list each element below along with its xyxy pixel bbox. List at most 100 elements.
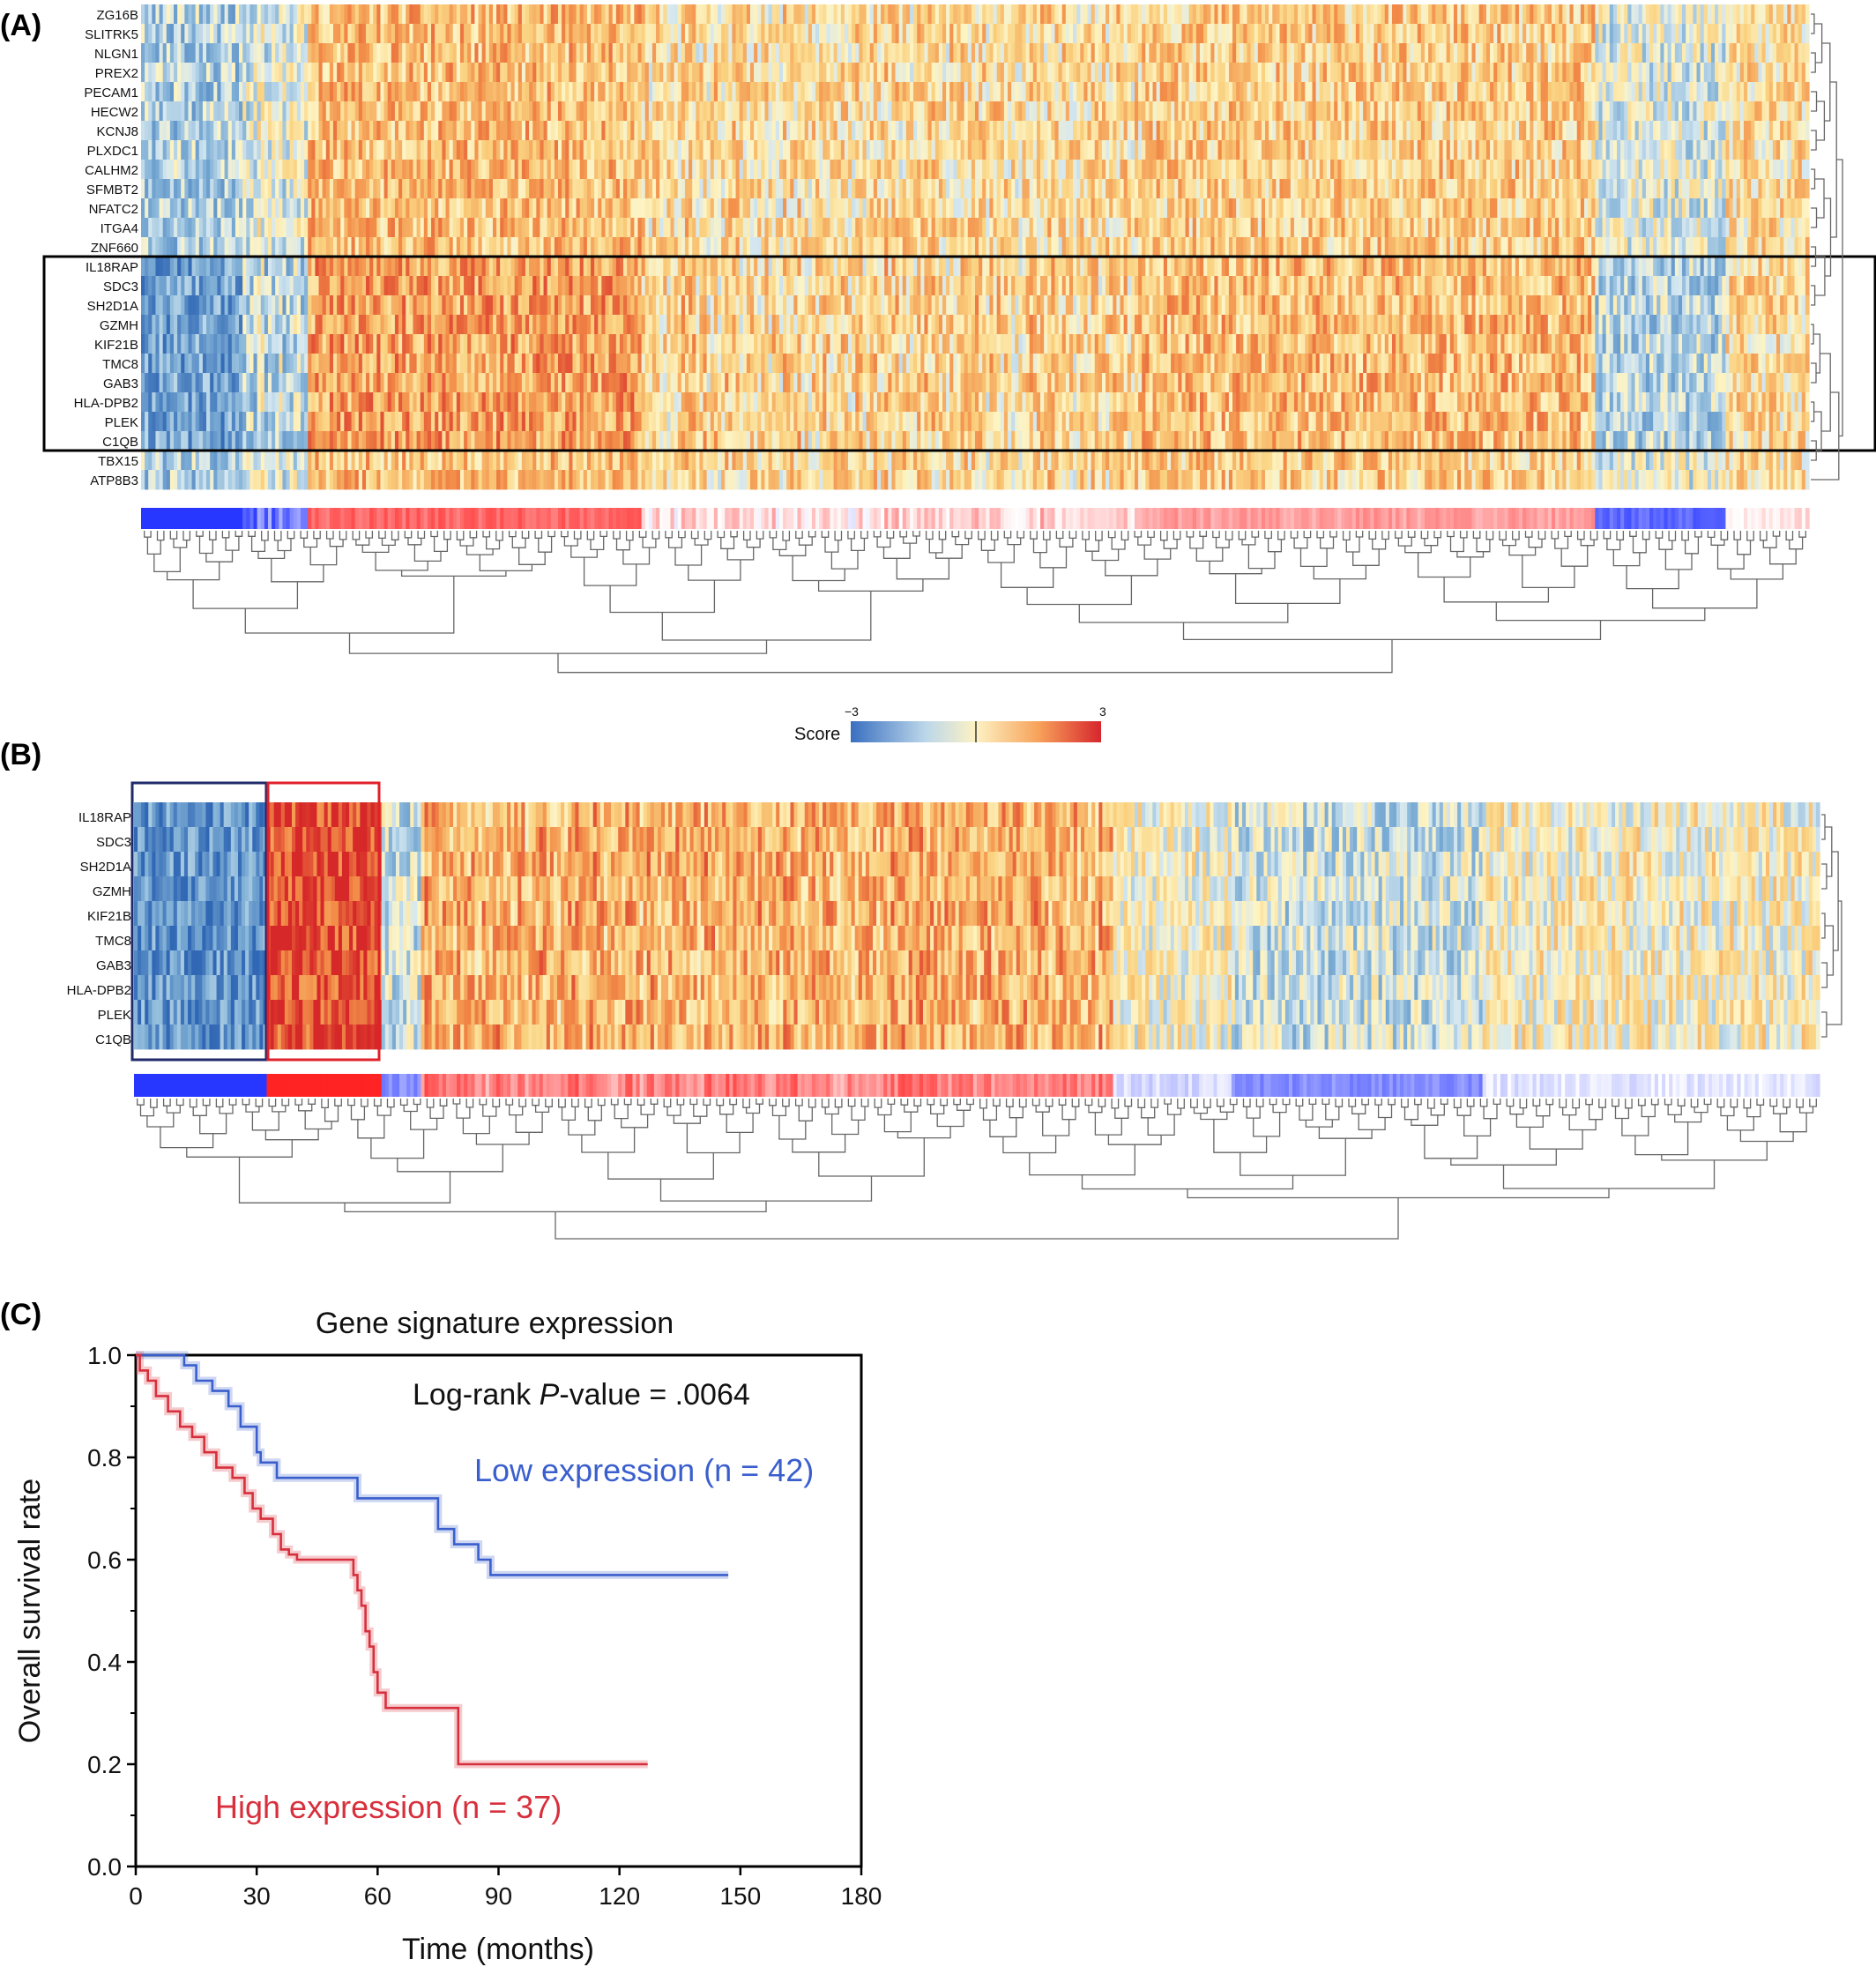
heatmap-cell bbox=[1123, 63, 1128, 83]
heatmap-cell bbox=[456, 63, 461, 83]
heatmap-cell bbox=[1475, 24, 1480, 44]
heatmap-cell bbox=[859, 82, 864, 102]
heatmap-cell bbox=[1015, 179, 1019, 199]
heatmap-cell bbox=[1134, 198, 1139, 219]
heatmap-cell bbox=[1682, 160, 1686, 180]
heatmap-cell bbox=[246, 43, 250, 63]
heatmap-cell bbox=[1420, 179, 1426, 199]
heatmap-cell bbox=[1054, 24, 1060, 44]
heatmap-cell bbox=[1642, 82, 1647, 102]
heatmap-cell bbox=[630, 24, 635, 44]
heatmap-cell bbox=[1569, 160, 1574, 180]
heatmap-cell bbox=[1682, 43, 1686, 63]
heatmap-cell bbox=[1490, 101, 1494, 122]
heatmap-cell bbox=[1091, 179, 1096, 199]
heatmap-cell bbox=[1312, 82, 1317, 102]
heatmap-cell bbox=[742, 179, 748, 199]
heatmap-cell bbox=[1163, 121, 1168, 141]
heatmap-cell bbox=[304, 179, 309, 199]
heatmap-cell bbox=[967, 82, 972, 102]
heatmap-cell bbox=[1725, 160, 1731, 180]
heatmap-cell bbox=[1595, 82, 1600, 102]
heatmap-cell bbox=[1725, 101, 1731, 122]
heatmap-cell bbox=[543, 121, 548, 141]
heatmap-cell bbox=[1428, 4, 1433, 25]
heatmap-cell bbox=[1319, 82, 1324, 102]
heatmap-cell bbox=[1265, 82, 1269, 102]
heatmap-cell bbox=[427, 121, 432, 141]
heatmap-cell bbox=[837, 63, 842, 83]
heatmap-cell bbox=[525, 24, 530, 44]
heatmap-cell bbox=[1130, 24, 1135, 44]
heatmap-cell bbox=[1290, 121, 1295, 141]
heatmap-cell bbox=[739, 82, 744, 102]
heatmap-cell bbox=[1344, 101, 1350, 122]
heatmap-cell bbox=[1076, 101, 1081, 122]
heatmap-cell bbox=[322, 121, 327, 141]
heatmap-cell bbox=[659, 101, 664, 122]
heatmap-cell bbox=[569, 43, 574, 63]
heatmap-cell bbox=[159, 140, 164, 160]
heatmap-cell bbox=[308, 24, 312, 44]
heatmap-cell bbox=[1569, 63, 1574, 83]
heatmap-cell bbox=[1761, 24, 1767, 44]
heatmap-cell bbox=[1725, 82, 1731, 102]
heatmap-cell bbox=[406, 160, 410, 180]
heatmap-cell bbox=[311, 24, 316, 44]
heatmap-cell bbox=[1091, 198, 1096, 219]
heatmap-cell bbox=[569, 198, 574, 219]
heatmap-cell bbox=[1243, 24, 1248, 44]
heatmap-cell bbox=[754, 179, 758, 199]
heatmap-cell bbox=[579, 24, 584, 44]
heatmap-cell bbox=[558, 63, 562, 83]
heatmap-cell bbox=[1370, 160, 1375, 180]
heatmap-cell bbox=[521, 82, 526, 102]
heatmap-cell bbox=[1715, 160, 1719, 180]
heatmap-cell bbox=[696, 82, 701, 102]
heatmap-cell bbox=[1087, 82, 1092, 102]
heatmap-cell bbox=[1355, 82, 1360, 102]
heatmap-cell bbox=[855, 101, 860, 122]
heatmap-cell bbox=[373, 24, 377, 44]
heatmap-cell bbox=[1319, 63, 1324, 83]
heatmap-cell bbox=[913, 121, 918, 141]
heatmap-cell bbox=[351, 198, 356, 219]
heatmap-cell bbox=[1515, 63, 1520, 83]
heatmap-cell bbox=[239, 198, 243, 219]
heatmap-cell bbox=[797, 121, 802, 141]
heatmap-cell bbox=[876, 63, 882, 83]
heatmap-cell bbox=[934, 4, 940, 25]
heatmap-cell bbox=[623, 63, 628, 83]
heatmap-cell bbox=[677, 121, 682, 141]
heatmap-cell bbox=[550, 63, 555, 83]
heatmap-cell bbox=[1700, 24, 1705, 44]
heatmap-cell bbox=[869, 63, 875, 83]
heatmap-cell bbox=[1547, 43, 1552, 63]
heatmap-cell bbox=[742, 63, 748, 83]
heatmap-cell bbox=[855, 140, 860, 160]
heatmap-cell bbox=[1482, 121, 1487, 141]
heatmap-cell bbox=[1569, 179, 1574, 199]
heatmap-cell bbox=[739, 121, 744, 141]
heatmap-cell bbox=[1203, 63, 1208, 83]
heatmap-cell bbox=[1018, 121, 1024, 141]
heatmap-cell bbox=[1138, 63, 1143, 83]
heatmap-cell bbox=[830, 160, 835, 180]
heatmap-cell bbox=[1047, 198, 1052, 219]
heatmap-cell bbox=[1700, 140, 1705, 160]
heatmap-cell bbox=[1363, 179, 1367, 199]
heatmap-cell bbox=[840, 101, 845, 122]
heatmap-cell bbox=[866, 179, 871, 199]
heatmap-cell bbox=[1181, 198, 1187, 219]
heatmap-cell bbox=[1145, 101, 1150, 122]
heatmap-cell bbox=[467, 82, 472, 102]
heatmap-cell bbox=[598, 140, 602, 160]
heatmap-cell bbox=[391, 121, 396, 141]
heatmap-cell bbox=[975, 43, 979, 63]
heatmap-cell bbox=[898, 63, 904, 83]
heatmap-cell bbox=[275, 140, 279, 160]
heatmap-cell bbox=[1080, 140, 1084, 160]
heatmap-cell bbox=[569, 179, 574, 199]
heatmap-cell bbox=[601, 4, 607, 25]
heatmap-cell bbox=[148, 82, 153, 102]
